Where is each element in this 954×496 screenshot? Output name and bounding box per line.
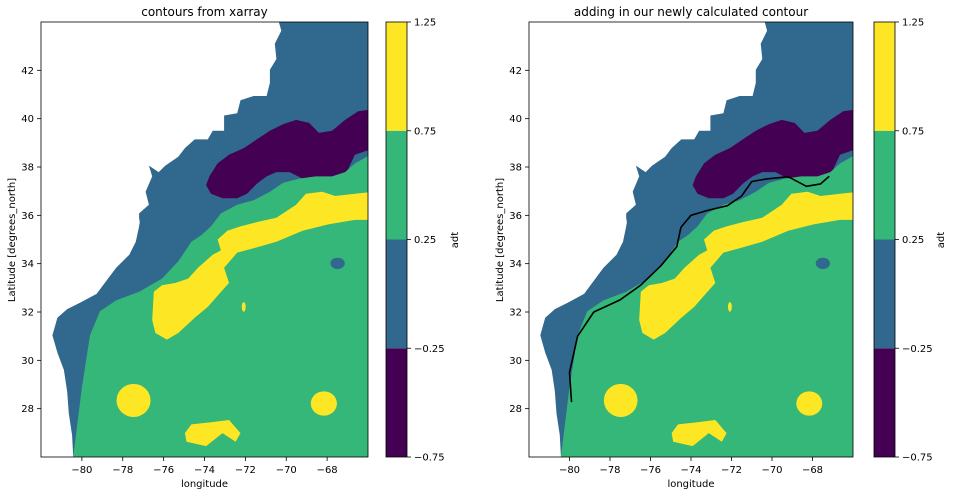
right-y-tick-label: 30	[509, 356, 522, 367]
right-colorbar-label: adt	[936, 232, 947, 248]
left-level-band-4	[152, 191, 368, 340]
left-colorbar: −0.75 −0.25 0.25 0.75 1.25	[385, 18, 445, 464]
left-colorbar-label: adt	[450, 232, 461, 248]
left-colorbar-swatch	[386, 239, 407, 349]
right-contour-blob-4	[727, 302, 732, 312]
left-colorbar-swatch	[386, 130, 407, 240]
right-colorbar-swatch	[874, 22, 895, 131]
right-y-axis-label: Latitude [degrees_north]	[495, 178, 506, 302]
right-panel: adding in our newly calculated contour −…	[495, 5, 947, 490]
right-y-tick-label: 34	[509, 259, 522, 270]
right-contour-blob-2	[671, 420, 727, 447]
left-contour-blob-2	[184, 420, 241, 447]
right-colorbar-tick-label: 0.25	[902, 235, 924, 246]
right-contour-blob-1	[796, 391, 823, 416]
left-contour-blob-3	[330, 257, 345, 270]
left-x-tick-label: −76	[153, 465, 174, 476]
right-y-axis: 28 30 32 34 36 38 40 42	[509, 66, 529, 415]
right-colorbar-swatch	[874, 348, 895, 457]
left-x-tick-label: −78	[112, 465, 133, 476]
left-colorbar-swatch	[386, 348, 407, 457]
left-y-axis-label: Latitude [degrees_north]	[7, 178, 18, 302]
left-x-axis-label: longitude	[181, 479, 228, 490]
left-colorbar-tick-label: −0.25	[414, 344, 445, 355]
right-y-tick-label: 42	[509, 66, 522, 77]
right-x-tick-label: −80	[559, 465, 580, 476]
left-colorbar-tick-label: 0.75	[414, 126, 436, 137]
left-x-tick-label: −68	[317, 465, 338, 476]
left-land-mask	[41, 22, 282, 457]
left-y-tick-label: 34	[21, 259, 34, 270]
right-extra-contour-layer	[568, 175, 830, 403]
left-contour-blob-4	[241, 302, 246, 312]
right-level-band-1	[692, 109, 853, 199]
left-contour-blob-1	[310, 391, 337, 416]
left-x-tick-label: −80	[71, 465, 92, 476]
right-x-tick-label: −70	[761, 465, 782, 476]
right-y-tick-label: 38	[509, 163, 522, 174]
left-y-tick-label: 40	[21, 114, 34, 125]
left-y-tick-label: 42	[21, 66, 34, 77]
left-colorbar-swatch	[386, 22, 407, 131]
left-x-tick-label: −74	[194, 465, 215, 476]
left-x-tick-label: −70	[276, 465, 297, 476]
left-contour-blob-0	[116, 383, 151, 417]
left-y-tick-label: 32	[21, 308, 34, 319]
right-colorbar-tick-label: 1.25	[902, 18, 924, 29]
right-y-tick-label: 36	[509, 211, 522, 222]
right-contour-blob-0	[603, 383, 638, 417]
left-x-tick-label: −72	[235, 465, 256, 476]
right-colorbar: −0.75 −0.25 0.25 0.75 1.25	[873, 18, 933, 464]
right-x-tick-label: −74	[680, 465, 701, 476]
right-x-tick-label: −72	[721, 465, 742, 476]
left-colorbar-tick-label: −0.75	[414, 453, 445, 464]
left-y-tick-label: 36	[21, 211, 34, 222]
left-y-tick-label: 28	[21, 404, 34, 415]
right-x-tick-label: −78	[599, 465, 620, 476]
right-colorbar-swatch	[874, 130, 895, 240]
left-chart-title: contours from xarray	[141, 5, 268, 19]
left-x-axis: −80 −78 −76 −74 −72 −70 −68	[71, 457, 338, 476]
left-level-band-1	[206, 109, 368, 199]
right-x-axis-label: longitude	[667, 479, 714, 490]
right-colorbar-tick-label: −0.75	[902, 453, 933, 464]
right-colorbar-swatch	[874, 239, 895, 349]
calculated-contour-line	[568, 175, 830, 403]
right-level-band-4	[639, 191, 853, 340]
right-colorbar-tick-label: 0.75	[902, 126, 924, 137]
right-y-tick-label: 28	[509, 404, 522, 415]
right-x-tick-label: −68	[802, 465, 823, 476]
right-land-mask	[529, 22, 768, 457]
right-chart-title: adding in our newly calculated contour	[574, 5, 808, 19]
right-contour-field	[529, 22, 853, 457]
left-colorbar-tick-label: 1.25	[414, 18, 436, 29]
left-y-tick-label: 30	[21, 356, 34, 367]
left-panel: contours from xarray −80 −78 −76 −74 −72 −70−…	[7, 5, 461, 490]
left-contour-field	[41, 22, 368, 457]
left-y-tick-label: 38	[21, 163, 34, 174]
right-y-tick-label: 32	[509, 308, 522, 319]
right-x-axis: −80 −78 −76 −74 −72 −70 −68	[559, 457, 823, 476]
right-y-tick-label: 40	[509, 114, 522, 125]
right-contour-blob-3	[815, 257, 830, 270]
left-colorbar-tick-label: 0.25	[414, 235, 436, 246]
right-x-tick-label: −76	[640, 465, 661, 476]
right-colorbar-tick-label: −0.25	[902, 344, 933, 355]
left-y-axis: 28 30 32 34 36 38 40 42	[21, 66, 41, 415]
